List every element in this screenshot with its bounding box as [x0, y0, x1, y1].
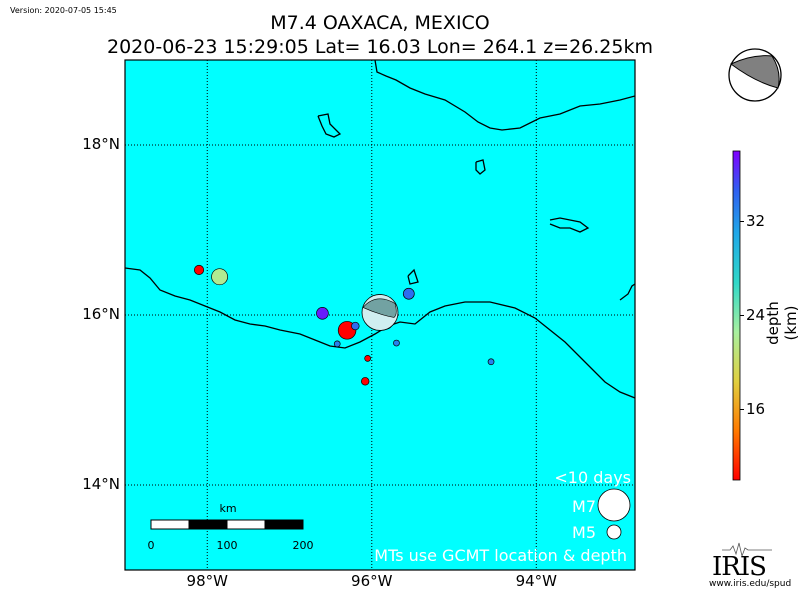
colorbar-tick-24: 24 — [746, 305, 766, 324]
legend-m7-circle — [597, 488, 631, 522]
version-label: Version: 2020-07-05 15:45 — [10, 6, 117, 15]
earthquake-event-marker[interactable] — [361, 377, 370, 386]
earthquake-event-marker[interactable] — [364, 355, 372, 362]
lake-outline-d — [407, 268, 419, 285]
lake-outline-b — [475, 159, 486, 175]
earthquake-event-marker[interactable] — [402, 287, 415, 300]
scalebar-label: 0 — [148, 539, 155, 552]
lon-tick-94: 94°W — [515, 572, 557, 590]
scalebar-segment — [150, 519, 190, 530]
lon-tick-98: 98°W — [186, 572, 228, 590]
gcmt-note: MTs use GCMT location & depth — [374, 546, 627, 565]
earthquake-event-marker[interactable] — [211, 268, 228, 286]
pacific-coastline — [125, 267, 635, 399]
colorbar-tick-16: 16 — [746, 399, 766, 418]
title-event-details: 2020-06-23 15:29:05 Lat= 16.03 Lon= 264.… — [106, 36, 653, 58]
title-event-name: M7.4 OAXACA, MEXICO — [270, 12, 490, 34]
gulf-coastline — [374, 60, 635, 131]
legend-title: <10 days — [554, 468, 631, 487]
scalebar-segment — [264, 519, 304, 530]
lat-tick-14: 14°N — [82, 475, 120, 493]
scalebar-title: km — [219, 502, 236, 515]
beachball-compression-quadrant — [730, 55, 780, 89]
lake-outline-c — [549, 217, 590, 233]
scalebar-segment — [226, 519, 266, 530]
scalebar-label: 200 — [293, 539, 314, 552]
colorbar-tick-32: 32 — [746, 211, 766, 230]
earthquake-event-marker[interactable] — [333, 340, 341, 348]
earthquake-event-marker[interactable] — [194, 264, 205, 275]
legend-m5-label: M5 — [572, 523, 596, 542]
mainshock-beachball[interactable] — [361, 294, 399, 331]
scalebar-segment — [188, 519, 228, 530]
iris-logo-text: IRIS — [712, 552, 767, 582]
scalebar: km 0 100 200 — [148, 502, 314, 552]
seismogram-icon — [722, 542, 772, 558]
earthquake-event-marker[interactable] — [351, 321, 360, 331]
map-frame — [124, 59, 636, 571]
legend-m7-label: M7 — [572, 497, 596, 516]
coastlines — [125, 60, 635, 399]
colorbar-gradient — [732, 150, 741, 481]
mainshock-compression-quadrant — [362, 298, 397, 318]
legend-m5-circle — [606, 524, 622, 540]
focal-mechanism-inset — [728, 48, 782, 102]
earthquake-event-marker[interactable] — [487, 358, 495, 366]
depth-colorbar — [732, 150, 744, 481]
magnitude-legend: <10 days M7 M5 MTs use GCMT location & d… — [374, 468, 631, 565]
lat-tick-18: 18°N — [82, 135, 120, 153]
scalebar-label: 100 — [217, 539, 238, 552]
lon-tick-96: 96°W — [351, 572, 393, 590]
lake-outline-e — [619, 283, 635, 301]
iris-url[interactable]: www.iris.edu/spud — [709, 579, 792, 589]
lat-tick-16: 16°N — [82, 305, 120, 323]
earthquake-event-marker[interactable] — [393, 339, 400, 347]
earthquake-event-marker[interactable] — [316, 307, 329, 320]
colorbar-title: depth (km) — [764, 301, 800, 345]
iris-logo — [722, 542, 772, 558]
lake-outline-a — [317, 113, 342, 138]
